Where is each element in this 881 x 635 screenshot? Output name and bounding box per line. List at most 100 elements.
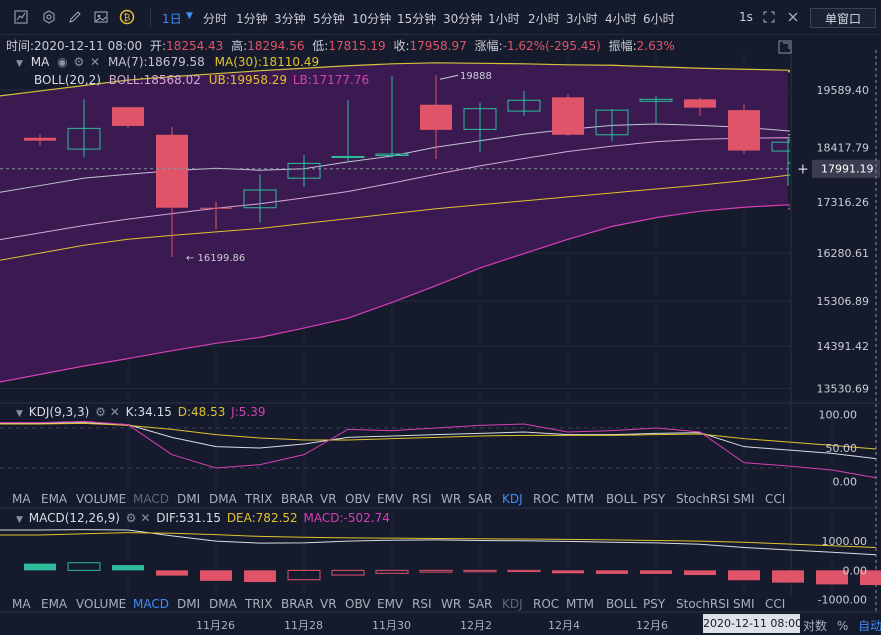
indicator-tab-emv[interactable]: EMV	[377, 492, 404, 506]
open-value: 18254.43	[166, 39, 224, 53]
indicator-tab-mtm[interactable]: MTM	[566, 597, 595, 611]
indicator-tab-boll[interactable]: BOLL	[606, 492, 637, 506]
indicator-tab-ema[interactable]: EMA	[41, 597, 68, 611]
timeframe-0[interactable]: 分时	[203, 12, 228, 26]
candle-body	[463, 108, 497, 130]
gear-icon[interactable]: ⚙	[125, 511, 137, 525]
indicator-tab-roc[interactable]: ROC	[533, 492, 560, 506]
gear-icon[interactable]: ⚙	[73, 55, 85, 69]
timeframe-9[interactable]: 3小时	[566, 12, 598, 26]
candle-body	[24, 137, 56, 141]
timeframe-3[interactable]: 5分钟	[313, 12, 345, 26]
macd-hist-value: MACD:-502.74	[303, 511, 390, 525]
macd-histogram-bar	[156, 570, 188, 576]
indicator-tab-ma[interactable]: MA	[12, 597, 31, 611]
window-mode-button[interactable]: 单窗口	[810, 8, 876, 28]
timeframe-8[interactable]: 2小时	[528, 12, 560, 26]
macd-histogram-bar	[728, 570, 760, 581]
kdj-chart: 100.00 50.00 0.00	[0, 409, 877, 488]
indicator-tab-dmi[interactable]: DMI	[177, 597, 201, 611]
amp-value: 2.63%	[636, 39, 675, 53]
indicator-tab-vr[interactable]: VR	[320, 597, 337, 611]
eye-icon[interactable]: ◉	[57, 55, 68, 69]
indicator-tab-sar[interactable]: SAR	[468, 597, 493, 611]
macd-histogram-bar	[507, 569, 541, 573]
timeframe-4[interactable]: 10分钟	[352, 12, 392, 26]
indicator-tab-trix[interactable]: TRIX	[245, 597, 273, 611]
candle-body	[200, 207, 232, 209]
candle-body	[375, 153, 409, 156]
draw-icon[interactable]	[66, 8, 84, 26]
indicator-tab-wr[interactable]: WR	[441, 492, 462, 506]
indicator-tab-macd[interactable]: MACD	[133, 492, 169, 506]
indicator-tab-kdj[interactable]: KDJ	[502, 597, 523, 611]
indicator-tab-boll[interactable]: BOLL	[606, 597, 637, 611]
chart-type-icon[interactable]	[12, 8, 30, 26]
timeframe-7[interactable]: 1小时	[488, 12, 520, 26]
close-icon[interactable]: ✕	[140, 511, 151, 525]
indicator-tab-obv[interactable]: OBV	[345, 597, 371, 611]
indicator-tab-brar[interactable]: BRAR	[281, 597, 314, 611]
collapse-icon[interactable]: ▼	[16, 59, 23, 69]
indicator-tab-sar[interactable]: SAR	[468, 492, 493, 506]
indicator-tab-brar[interactable]: BRAR	[281, 492, 314, 506]
settings-icon[interactable]	[40, 8, 58, 26]
interval-label[interactable]: 1s	[739, 10, 753, 24]
indicator-tab-stochrsi[interactable]: StochRSI	[676, 597, 730, 611]
fullscreen-icon[interactable]	[760, 8, 778, 26]
coin-icon[interactable]: ₿	[118, 8, 136, 26]
period-selector[interactable]: 1日	[162, 12, 182, 26]
kdj-d-line	[0, 422, 877, 450]
indicator-tab-macd[interactable]: MACD	[133, 597, 169, 611]
kdj-y-tick: 100.00	[819, 409, 858, 422]
timeframe-5[interactable]: 15分钟	[397, 12, 437, 26]
indicator-tab-smi[interactable]: SMI	[733, 492, 755, 506]
close-icon[interactable]: ✕	[109, 405, 120, 419]
indicator-tab-emv[interactable]: EMV	[377, 597, 404, 611]
auto-scale-toggle[interactable]: 自动	[858, 619, 881, 633]
low-label: 低:	[312, 39, 329, 53]
timeframe-10[interactable]: 4小时	[605, 12, 637, 26]
timeframe-11[interactable]: 6小时	[643, 12, 675, 26]
indicator-tab-mtm[interactable]: MTM	[566, 492, 595, 506]
indicator-tab-psy[interactable]: PSY	[643, 492, 666, 506]
indicator-tab-rsi[interactable]: RSI	[412, 597, 432, 611]
expand-icon[interactable]	[776, 38, 794, 56]
indicator-tab-volume[interactable]: VOLUME	[76, 492, 127, 506]
indicator-tab-ema[interactable]: EMA	[41, 492, 68, 506]
indicator-tab-cci[interactable]: CCI	[765, 492, 786, 506]
macd-name: MACD(12,26,9)	[28, 511, 120, 525]
indicator-tab-smi[interactable]: SMI	[733, 597, 755, 611]
indicator-tab-roc[interactable]: ROC	[533, 597, 560, 611]
x-tick-label: 12月4	[548, 619, 580, 632]
indicator-tab-rsi[interactable]: RSI	[412, 492, 432, 506]
timeframe-1[interactable]: 1分钟	[236, 12, 268, 26]
indicator-tab-kdj[interactable]: KDJ	[502, 492, 523, 506]
indicator-tab-ma[interactable]: MA	[12, 492, 31, 506]
indicator-tab-vr[interactable]: VR	[320, 492, 337, 506]
collapse-icon[interactable]: ▼	[16, 515, 23, 525]
close-icon[interactable]: ✕	[90, 55, 101, 69]
percent-scale-toggle[interactable]: %	[836, 619, 849, 633]
indicator-tab-volume[interactable]: VOLUME	[76, 597, 127, 611]
indicator-tab-trix[interactable]: TRIX	[245, 492, 273, 506]
gear-icon[interactable]: ⚙	[95, 405, 106, 419]
indicator-tab-dma[interactable]: DMA	[209, 597, 237, 611]
image-icon[interactable]	[92, 8, 110, 26]
close-icon[interactable]	[784, 8, 802, 26]
timeframe-2[interactable]: 3分钟	[274, 12, 306, 26]
indicator-tab-dmi[interactable]: DMI	[177, 492, 201, 506]
collapse-icon[interactable]: ▼	[16, 409, 23, 419]
indicator-tab-psy[interactable]: PSY	[643, 597, 666, 611]
indicator-tab-cci[interactable]: CCI	[765, 597, 786, 611]
log-scale-toggle[interactable]: 对数	[803, 619, 828, 633]
chevron-down-icon[interactable]: ▼	[186, 11, 193, 21]
indicator-tab-wr[interactable]: WR	[441, 597, 462, 611]
timeframe-6[interactable]: 30分钟	[443, 12, 483, 26]
indicator-tab-dma[interactable]: DMA	[209, 492, 237, 506]
indicator-tab-stochrsi[interactable]: StochRSI	[676, 492, 730, 506]
macd-histogram-bar	[24, 563, 56, 571]
low-value: 17815.19	[328, 39, 386, 53]
indicator-tab-obv[interactable]: OBV	[345, 492, 371, 506]
